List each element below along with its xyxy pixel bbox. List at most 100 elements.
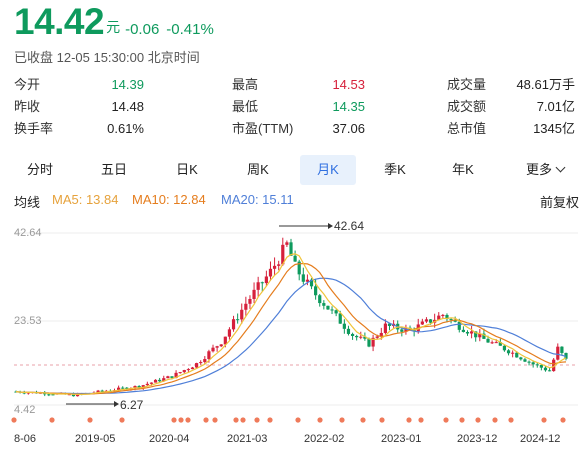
- event-marker-dot[interactable]: [233, 417, 239, 423]
- candle-body: [428, 319, 433, 323]
- tab-daily-k[interactable]: 日K: [176, 162, 198, 177]
- candle-body: [277, 264, 281, 266]
- event-marker-dot[interactable]: [475, 417, 481, 423]
- candle-body: [178, 372, 182, 374]
- ma10-value: MA10: 12.84: [132, 192, 206, 207]
- event-marker-dot[interactable]: [185, 417, 191, 423]
- candle-body: [248, 298, 252, 304]
- event-marker-dot[interactable]: [212, 417, 218, 423]
- stat-value-turnover: 7.01亿: [536, 99, 575, 114]
- event-marker-dot[interactable]: [379, 417, 385, 423]
- tab-more[interactable]: 更多: [510, 155, 580, 185]
- stat-value-pe-ttm: 37.06: [332, 121, 365, 136]
- high-label: 42.64: [334, 219, 364, 233]
- event-marker-dot[interactable]: [459, 417, 465, 423]
- candle-body: [170, 376, 174, 378]
- kline-chart[interactable]: 42.64 23.53 4.42 42.64 6.27 8-06 2019-05…: [0, 215, 587, 453]
- candle-body: [453, 319, 457, 322]
- event-marker-dot[interactable]: [178, 417, 184, 423]
- candle-body: [494, 342, 498, 344]
- event-marker-dot[interactable]: [87, 417, 93, 423]
- candle-body: [264, 276, 268, 284]
- candle-body: [556, 346, 560, 360]
- y-label-max: 42.64: [14, 227, 42, 239]
- candle-body: [515, 352, 519, 358]
- candle-body: [100, 390, 104, 392]
- price-change: -0.06: [125, 21, 160, 38]
- stat-value-open: 14.39: [111, 77, 144, 92]
- event-marker-dot[interactable]: [49, 417, 55, 423]
- x-tick-2: 2020-04: [149, 433, 189, 445]
- event-marker-dot[interactable]: [11, 417, 17, 423]
- candle-body: [215, 346, 219, 348]
- candle-body: [96, 390, 100, 393]
- x-tick-3: 2021-03: [227, 433, 267, 445]
- event-marker-dot[interactable]: [339, 417, 345, 423]
- event-marker-dot[interactable]: [406, 417, 412, 423]
- candle-body: [318, 295, 322, 304]
- y-label-min: 4.42: [14, 404, 35, 416]
- market-status: 已收盘 12-05 15:30:00 北京时间: [14, 50, 200, 65]
- ma10-line: [15, 262, 567, 395]
- candle-body: [297, 261, 301, 275]
- event-marker-dot[interactable]: [508, 417, 514, 423]
- tab-monthly-k[interactable]: 月K: [300, 155, 356, 185]
- price-change-percent: -0.41%: [166, 21, 214, 38]
- stat-label-open: 今开: [14, 77, 41, 92]
- candle-body: [289, 242, 293, 256]
- candle-body: [207, 351, 211, 360]
- candle-body: [322, 303, 326, 306]
- candle-body: [219, 344, 223, 347]
- event-marker-dot[interactable]: [317, 417, 323, 423]
- tab-yearly-k[interactable]: 年K: [452, 162, 474, 177]
- candle-body: [346, 328, 351, 334]
- event-marker-dot[interactable]: [254, 417, 260, 423]
- event-marker-dot[interactable]: [171, 417, 177, 423]
- event-marker-dot[interactable]: [203, 417, 209, 423]
- candle-body: [539, 365, 543, 368]
- low-annotation: 6.27: [66, 398, 144, 412]
- stat-label-turnover: 成交额: [447, 99, 487, 114]
- event-marker-dot[interactable]: [492, 417, 498, 423]
- x-tick-0: 8-06: [14, 433, 36, 445]
- period-tabs: 分时 五日 日K 周K 月K 季K 年K 更多: [10, 155, 582, 185]
- candle-body: [445, 314, 449, 320]
- tab-intraday[interactable]: 分时: [26, 162, 53, 177]
- stat-label-pe-ttm: 市盈(TTM): [232, 121, 294, 136]
- x-tick-4: 2022-02: [304, 433, 344, 445]
- candle-body: [543, 367, 548, 371]
- tab-five-day[interactable]: 五日: [100, 162, 127, 177]
- candle-body: [531, 362, 535, 365]
- stat-value-market-cap: 1345亿: [533, 121, 575, 136]
- stat-value-high: 14.53: [332, 77, 365, 92]
- stat-label-prev-close: 昨收: [14, 99, 41, 114]
- candle-body: [174, 372, 178, 378]
- candle-body: [511, 352, 515, 354]
- candle-body: [502, 345, 507, 351]
- candle-body: [334, 310, 338, 314]
- tab-weekly-k[interactable]: 周K: [247, 162, 269, 177]
- stat-label-high: 最高: [232, 77, 259, 92]
- event-marker-dot[interactable]: [418, 417, 424, 423]
- candle-body: [486, 338, 490, 343]
- adjust-mode-button[interactable]: 前复权: [539, 195, 579, 210]
- event-marker-dot[interactable]: [295, 417, 301, 423]
- event-marker-dot[interactable]: [541, 417, 547, 423]
- candle-body: [145, 383, 149, 386]
- candle-body: [166, 376, 170, 379]
- event-marker-dot[interactable]: [560, 417, 566, 423]
- candle-body: [199, 362, 203, 364]
- x-tick-1: 2019-05: [75, 433, 115, 445]
- event-marker-dot[interactable]: [119, 417, 125, 423]
- ma-legend: 均线 MA5: 13.84 MA10: 12.84 MA20: 15.11 前复…: [14, 192, 579, 210]
- candle-body: [326, 305, 330, 310]
- event-marker-dot[interactable]: [240, 417, 246, 423]
- event-marker-dot[interactable]: [267, 417, 273, 423]
- event-marker-dot[interactable]: [360, 417, 366, 423]
- candle-body: [379, 332, 383, 337]
- candle-body: [449, 319, 453, 321]
- candle-body: [305, 279, 310, 282]
- candle-body: [523, 359, 527, 362]
- event-marker-dot[interactable]: [443, 417, 449, 423]
- tab-quarterly-k[interactable]: 季K: [384, 162, 406, 177]
